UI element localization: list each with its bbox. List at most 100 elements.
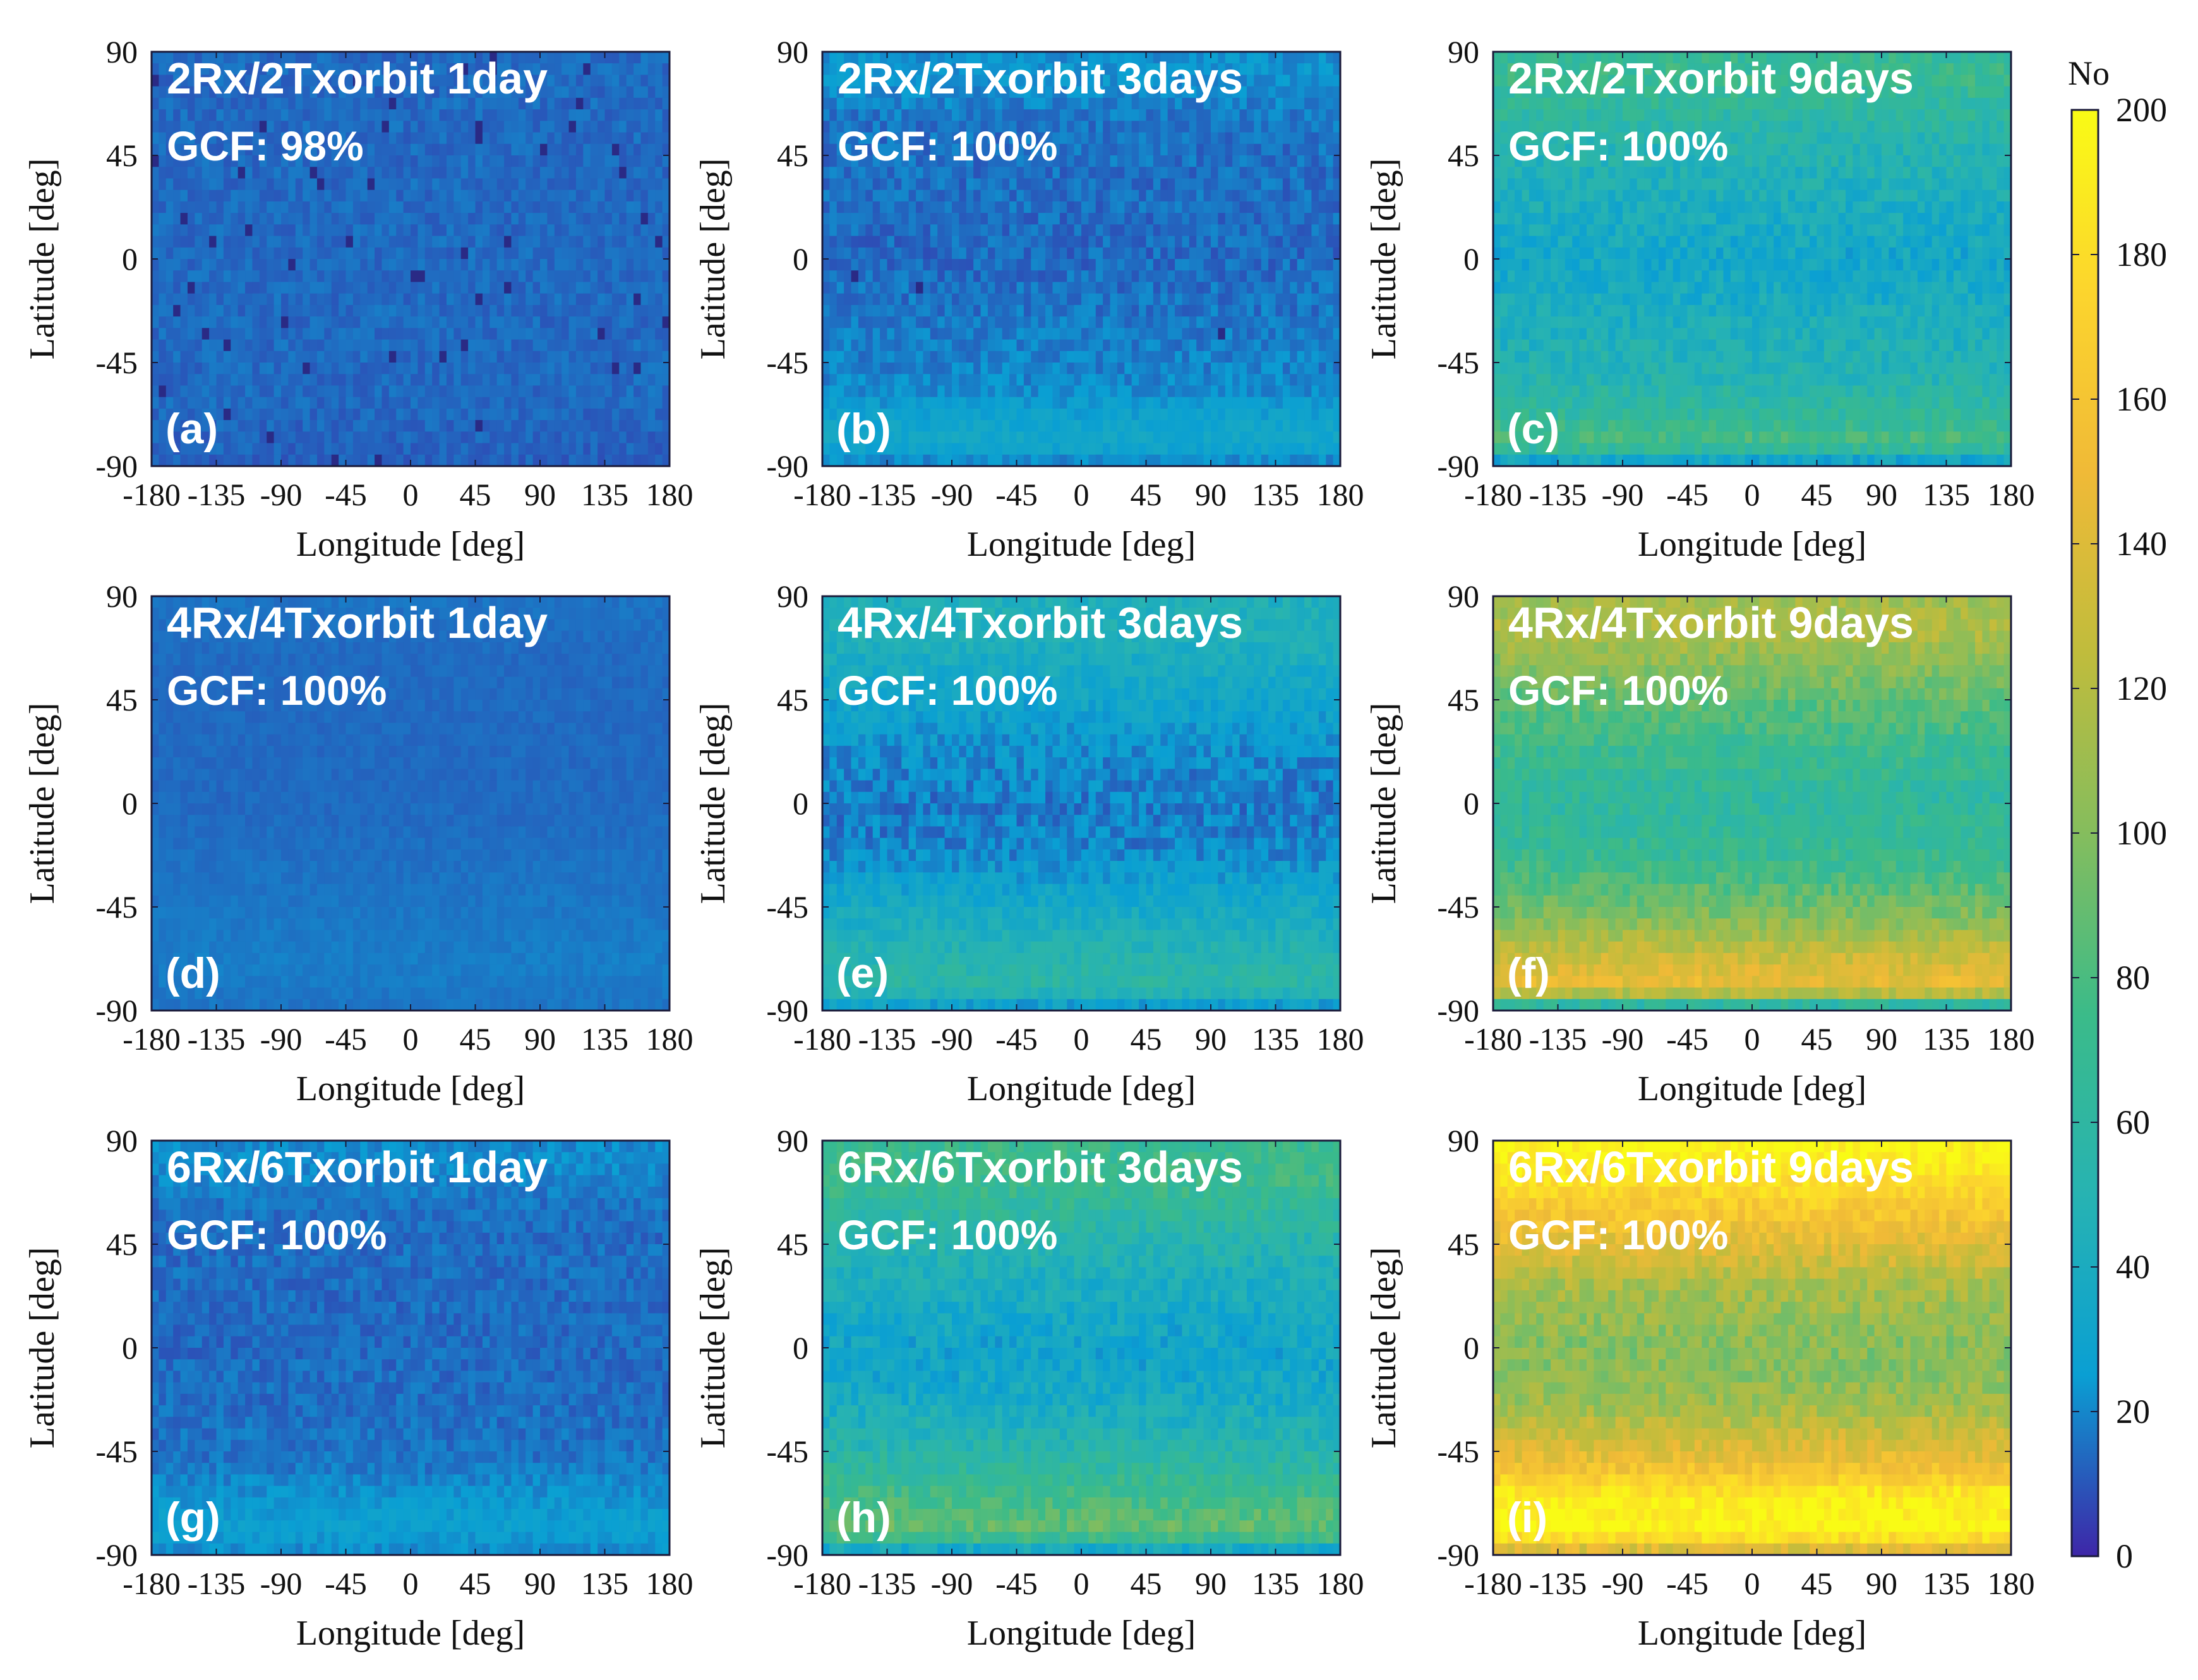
heatmap-cell (591, 75, 598, 87)
heatmap-cell (432, 178, 440, 190)
heatmap-cell (224, 201, 231, 213)
heatmap-cell (634, 201, 641, 213)
heatmap-cell (612, 98, 620, 110)
heatmap-cell (447, 109, 454, 121)
heatmap-cell (504, 144, 512, 156)
heatmap-cell (404, 155, 411, 167)
heatmap-cell (627, 52, 634, 64)
heatmap-cell (375, 144, 382, 156)
heatmap-cell (188, 190, 195, 202)
heatmap-cell (303, 190, 310, 202)
heatmap-cell (591, 133, 598, 145)
heatmap-cell (555, 109, 562, 121)
heatmap-cell (619, 144, 627, 156)
heatmap-cell (555, 178, 562, 190)
heatmap-cell (217, 213, 224, 225)
heatmap-cell (267, 259, 274, 271)
heatmap-cell (317, 178, 325, 190)
heatmap-cell (152, 178, 159, 190)
heatmap-cell (655, 178, 663, 190)
heatmap-cell (375, 133, 382, 145)
heatmap-cell (576, 109, 584, 121)
heatmap-cell (634, 121, 641, 133)
heatmap-cell (533, 167, 541, 179)
heatmap-cell (339, 201, 346, 213)
heatmap-cell (231, 236, 238, 248)
heatmap-cell (468, 236, 476, 248)
heatmap-cell (360, 236, 368, 248)
heatmap-cell (368, 109, 375, 121)
heatmap-cell (411, 201, 418, 213)
heatmap-cell (209, 248, 217, 260)
heatmap-cell (389, 155, 397, 167)
heatmap-cell (324, 178, 332, 190)
heatmap-cell (627, 201, 634, 213)
heatmap-cell (245, 213, 253, 225)
heatmap-cell (224, 236, 231, 248)
heatmap-cell (598, 109, 605, 121)
heatmap-cell (511, 109, 519, 121)
heatmap-cell (368, 236, 375, 248)
heatmap-cell (404, 224, 411, 236)
heatmap-cell (152, 236, 159, 248)
heatmap-cell (655, 98, 663, 110)
heatmap-cell (504, 155, 512, 167)
heatmap-cell (195, 259, 202, 271)
heatmap-cell (245, 224, 253, 236)
heatmap-cell (468, 144, 476, 156)
heatmap-cell (598, 224, 605, 236)
heatmap-cell (260, 236, 267, 248)
heatmap-cell (231, 248, 238, 260)
heatmap-cell (533, 236, 541, 248)
heatmap-cell (166, 248, 174, 260)
heatmap-cell (353, 109, 361, 121)
heatmap-cell (202, 109, 210, 121)
heatmap-cell (468, 201, 476, 213)
heatmap-cell (195, 236, 202, 248)
heatmap-cell (425, 201, 433, 213)
heatmap-cell (555, 121, 562, 133)
heatmap-cell (612, 236, 620, 248)
heatmap-cell (447, 224, 454, 236)
heatmap-cell (627, 87, 634, 99)
heatmap-cell (540, 201, 548, 213)
figure: -180 -135 -90 -45 0 45 90 135 180 90 45 0 -45 -90 Long… (0, 0, 2198, 1680)
heatmap-cell (339, 236, 346, 248)
heatmap-cell (453, 201, 461, 213)
heatmap-cell (360, 109, 368, 121)
heatmap-cell (598, 190, 605, 202)
heatmap-cell (634, 52, 641, 64)
heatmap-cell (453, 167, 461, 179)
heatmap-cell (598, 133, 605, 145)
heatmap-cell (432, 144, 440, 156)
heatmap-cell (497, 213, 505, 225)
heatmap-cell (411, 109, 418, 121)
heatmap-cell (612, 121, 620, 133)
heatmap-cell (417, 248, 425, 260)
heatmap-cell (576, 190, 584, 202)
heatmap-cell (159, 259, 166, 271)
heatmap-cell (173, 224, 181, 236)
heatmap-cell (583, 98, 591, 110)
heatmap-cell (569, 121, 577, 133)
heatmap-cell (195, 248, 202, 260)
heatmap-cell (267, 224, 274, 236)
heatmap-cell (598, 87, 605, 99)
heatmap-cell (217, 178, 224, 190)
heatmap-cell (281, 190, 289, 202)
heatmap-cell (353, 213, 361, 225)
heatmap-cell (655, 248, 663, 260)
heatmap-cell (583, 121, 591, 133)
heatmap-cell (461, 109, 469, 121)
heatmap-cell (619, 121, 627, 133)
heatmap-cell (540, 236, 548, 248)
heatmap-cell (612, 178, 620, 190)
heatmap-cell (591, 155, 598, 167)
heatmap-cell (497, 144, 505, 156)
heatmap-cell (627, 213, 634, 225)
heatmap-cell (468, 178, 476, 190)
heatmap-cell (598, 75, 605, 87)
heatmap-cell (209, 201, 217, 213)
heatmap-cell (619, 236, 627, 248)
heatmap-cell (525, 167, 533, 179)
